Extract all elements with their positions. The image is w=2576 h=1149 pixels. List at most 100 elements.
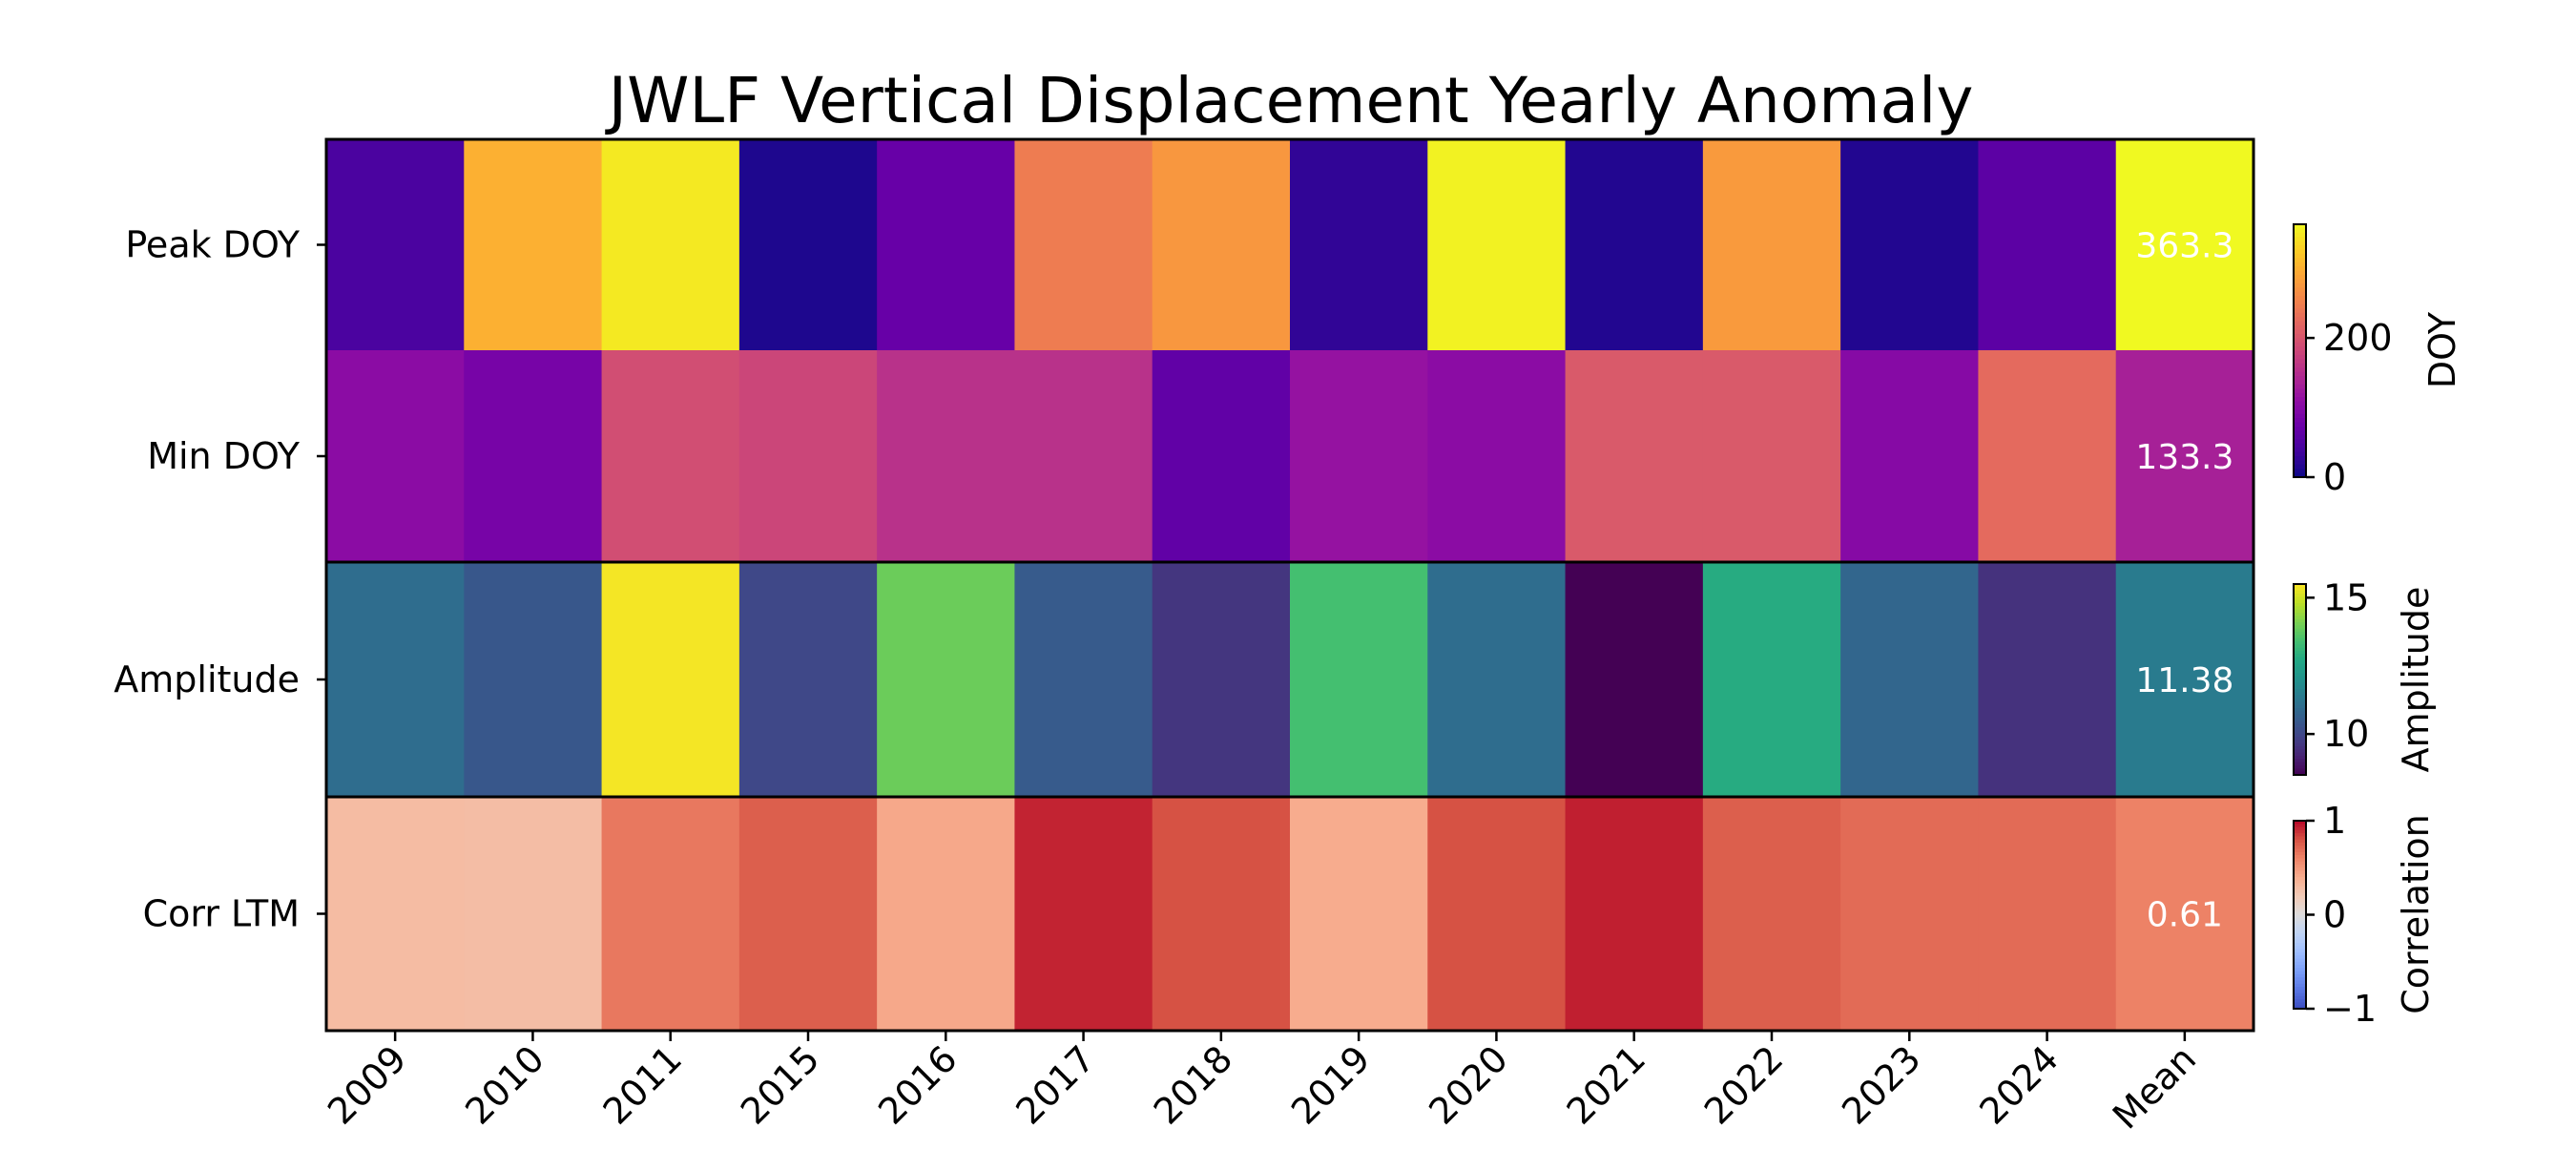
mean-value-label: 11.38 <box>2135 661 2233 700</box>
colorbar-segment <box>2294 870 2306 875</box>
colorbar-segment <box>2294 430 2306 436</box>
colorbar-segment <box>2294 873 2306 878</box>
colorbar-segment <box>2294 826 2306 831</box>
heatmap-cell <box>464 797 603 1031</box>
colorbar-segment <box>2294 392 2306 398</box>
colorbar-segment <box>2294 704 2306 709</box>
colorbar-segment <box>2294 422 2306 428</box>
colorbar-segment <box>2294 917 2306 922</box>
colorbar-segment <box>2294 258 2306 263</box>
heatmap-cell <box>1702 350 1841 562</box>
colorbar-segment <box>2294 413 2306 419</box>
colorbar-segment <box>2294 418 2306 424</box>
colorbar-segment <box>2294 846 2306 850</box>
heatmap-cell <box>1152 350 1291 562</box>
colorbar-segment <box>2294 689 2306 693</box>
heatmap-cell <box>326 562 465 797</box>
colorbar-segment <box>2294 632 2306 636</box>
colorbar-segment <box>2294 946 2306 951</box>
colorbar-segment <box>2294 443 2306 449</box>
colorbar-segment <box>2294 275 2306 281</box>
colorbar-segment <box>2294 338 2306 344</box>
colorbar-segment <box>2294 692 2306 697</box>
colorbar-segment <box>2294 296 2306 302</box>
y-tick-label: Min DOY <box>147 435 301 477</box>
colorbar-segment <box>2294 342 2306 347</box>
mean-value-label: 363.3 <box>2135 227 2233 266</box>
colorbar-segment <box>2294 864 2306 868</box>
colorbar-segment <box>2294 346 2306 352</box>
colorbar-segment <box>2294 388 2306 394</box>
colorbar-segment <box>2294 718 2306 721</box>
colorbar-segment <box>2294 762 2306 766</box>
colorbar-segment <box>2294 469 2306 474</box>
colorbar-segment <box>2294 287 2306 293</box>
colorbar-segment <box>2294 384 2306 389</box>
colorbar-segment <box>2294 371 2306 377</box>
colorbar-segment <box>2294 990 2306 994</box>
heatmap-cell <box>2115 350 2254 562</box>
colorbar-segment <box>2294 851 2306 856</box>
heatmap-cell <box>1565 139 1704 350</box>
colorbar-segment <box>2294 354 2306 360</box>
colorbar-segment <box>2294 616 2306 620</box>
colorbars: 0 200 DOY 10 15 Amplitude −1 0 1 Correlation <box>2293 223 2463 1030</box>
colorbar-segment <box>2294 737 2306 741</box>
colorbar-tick-label: 0 <box>2323 456 2346 498</box>
heatmap-cell <box>2115 562 2254 797</box>
colorbar-segment <box>2294 409 2306 415</box>
colorbar-segment <box>2294 721 2306 725</box>
colorbar-segment <box>2294 955 2306 960</box>
heatmap-cell <box>1290 139 1428 350</box>
colorbar-segment <box>2294 584 2306 588</box>
colorbar-segment <box>2294 434 2306 440</box>
colorbar-segment <box>2294 889 2306 894</box>
colorbar-segment <box>2294 594 2306 597</box>
colorbar-segment <box>2294 756 2306 760</box>
colorbar-segment <box>2294 587 2306 592</box>
colorbar-segment <box>2294 995 2306 1000</box>
colorbar-segment <box>2294 654 2306 658</box>
colorbar-segment <box>2294 253 2306 259</box>
heatmap-cell <box>1840 797 1980 1031</box>
colorbar-segment <box>2294 771 2306 776</box>
colorbar-segment <box>2294 599 2306 604</box>
colorbar-segment <box>2294 282 2306 288</box>
colorbar-segment <box>2294 908 2306 912</box>
colorbar-segment <box>2294 855 2306 859</box>
colorbar-segment <box>2294 752 2306 757</box>
heatmap-cell <box>877 350 1016 562</box>
heatmap-cell <box>738 350 878 562</box>
colorbar-segment <box>2294 644 2306 649</box>
colorbar-tick-label: −1 <box>2323 988 2377 1030</box>
colorbar-segment <box>2294 380 2306 386</box>
colorbar-tick-label: 200 <box>2323 317 2393 359</box>
colorbar-segment <box>2294 676 2306 680</box>
colorbar-segment <box>2294 848 2306 853</box>
colorbar-segment <box>2294 759 2306 763</box>
colorbar-segment <box>2294 999 2306 1004</box>
colorbar-segment <box>2294 939 2306 944</box>
colorbar-segment <box>2294 883 2306 888</box>
colorbar-segment <box>2294 405 2306 410</box>
heatmap-cell <box>1427 350 1567 562</box>
heatmap-cell <box>1427 562 1567 797</box>
heatmap-cell <box>1152 797 1291 1031</box>
colorbar-segment <box>2294 291 2306 297</box>
colorbar-label: Amplitude <box>2395 587 2437 773</box>
colorbar-segment <box>2294 224 2306 230</box>
heatmap-cell <box>877 797 1016 1031</box>
colorbar-segment <box>2294 699 2306 702</box>
colorbar-segment <box>2294 249 2306 255</box>
heatmap-cell <box>1290 562 1428 797</box>
colorbar-segment <box>2294 321 2306 326</box>
colorbar-segment <box>2294 682 2306 687</box>
heatmap-cell <box>1427 797 1567 1031</box>
y-tick-label: Peak DOY <box>125 224 300 266</box>
colorbar-segment <box>2294 833 2306 838</box>
heatmap-cell <box>1014 797 1153 1031</box>
colorbar-segment <box>2294 768 2306 773</box>
colorbar-segment <box>2294 992 2306 997</box>
